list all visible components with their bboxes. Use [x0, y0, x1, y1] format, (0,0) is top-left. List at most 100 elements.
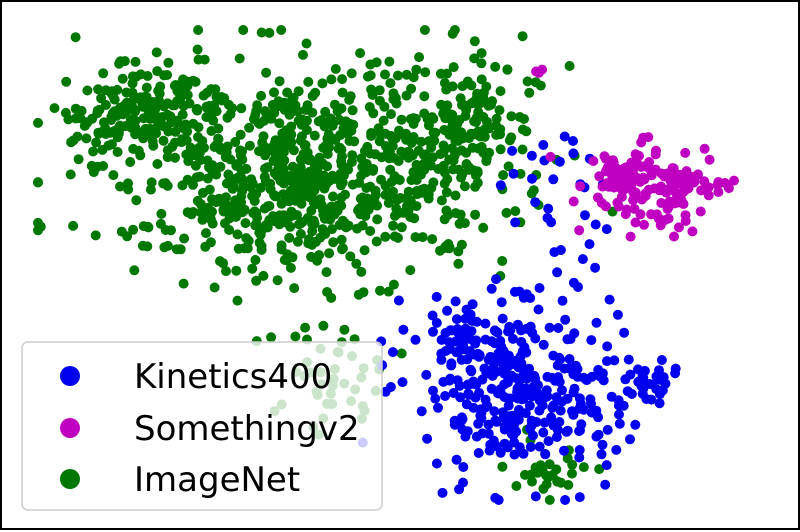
- point-kinetics400: [387, 347, 398, 358]
- point-imagenet: [532, 467, 543, 478]
- point-somethingv2: [680, 210, 691, 221]
- point-imagenet: [172, 117, 183, 128]
- point-kinetics400: [559, 131, 570, 142]
- point-imagenet: [238, 25, 249, 35]
- point-imagenet: [167, 100, 178, 111]
- point-imagenet: [288, 145, 299, 156]
- point-kinetics400: [557, 385, 567, 396]
- point-kinetics400: [511, 426, 522, 437]
- point-imagenet: [371, 236, 382, 247]
- point-imagenet: [203, 202, 214, 213]
- point-kinetics400: [523, 367, 534, 377]
- point-somethingv2: [625, 231, 636, 242]
- point-kinetics400: [465, 309, 476, 320]
- point-kinetics400: [596, 449, 607, 460]
- point-imagenet: [391, 98, 402, 109]
- point-imagenet: [388, 220, 399, 231]
- point-imagenet: [327, 224, 337, 235]
- point-imagenet: [356, 266, 367, 277]
- scatter-points: [33, 25, 739, 505]
- point-kinetics400: [520, 408, 531, 419]
- point-kinetics400: [656, 355, 667, 365]
- point-imagenet: [33, 177, 43, 188]
- point-kinetics400: [490, 492, 501, 503]
- point-imagenet: [125, 157, 136, 167]
- point-imagenet: [387, 141, 398, 152]
- point-imagenet: [453, 258, 464, 269]
- point-kinetics400: [457, 414, 468, 424]
- point-imagenet: [388, 279, 399, 290]
- point-imagenet: [372, 214, 383, 225]
- point-somethingv2: [688, 171, 698, 182]
- point-somethingv2: [575, 181, 586, 192]
- point-kinetics400: [530, 197, 541, 208]
- point-imagenet: [210, 168, 221, 179]
- point-somethingv2: [646, 209, 657, 220]
- point-kinetics400: [457, 424, 468, 435]
- point-imagenet: [321, 267, 332, 278]
- point-imagenet: [284, 232, 295, 243]
- point-imagenet: [182, 174, 193, 185]
- point-imagenet: [76, 105, 87, 116]
- point-imagenet: [115, 122, 126, 133]
- point-kinetics400: [531, 417, 542, 427]
- point-imagenet: [201, 102, 212, 113]
- point-kinetics400: [546, 412, 557, 423]
- point-imagenet: [396, 348, 407, 359]
- point-imagenet: [108, 170, 119, 181]
- point-kinetics400: [625, 434, 635, 445]
- point-imagenet: [167, 141, 178, 152]
- point-kinetics400: [601, 460, 612, 471]
- point-imagenet: [309, 177, 320, 187]
- point-imagenet: [361, 159, 372, 169]
- point-kinetics400: [574, 452, 585, 463]
- point-imagenet: [497, 256, 508, 266]
- point-kinetics400: [625, 369, 636, 380]
- point-kinetics400: [538, 427, 549, 438]
- point-imagenet: [320, 213, 331, 224]
- point-imagenet: [384, 190, 395, 201]
- point-imagenet: [247, 263, 258, 274]
- point-imagenet: [258, 270, 269, 281]
- point-kinetics400: [660, 378, 671, 389]
- point-kinetics400: [512, 319, 523, 330]
- point-imagenet: [419, 108, 430, 119]
- point-somethingv2: [662, 204, 673, 214]
- point-imagenet: [495, 86, 506, 97]
- point-kinetics400: [612, 309, 623, 320]
- point-imagenet: [198, 90, 209, 101]
- point-somethingv2: [666, 166, 677, 177]
- point-kinetics400: [454, 484, 465, 495]
- point-kinetics400: [654, 365, 664, 376]
- point-imagenet: [332, 106, 343, 117]
- point-imagenet: [128, 224, 139, 235]
- point-imagenet: [420, 67, 431, 78]
- point-kinetics400: [490, 326, 501, 337]
- point-imagenet: [436, 195, 447, 206]
- point-imagenet: [365, 226, 376, 236]
- point-imagenet: [419, 183, 430, 194]
- point-imagenet: [137, 240, 148, 251]
- point-imagenet: [441, 205, 452, 216]
- point-imagenet: [241, 163, 252, 174]
- point-somethingv2: [639, 219, 649, 230]
- point-imagenet: [336, 192, 347, 203]
- point-imagenet: [278, 168, 289, 179]
- point-imagenet: [594, 464, 605, 475]
- point-imagenet: [380, 69, 390, 80]
- point-somethingv2: [608, 177, 619, 188]
- point-kinetics400: [508, 168, 519, 179]
- point-imagenet: [238, 181, 249, 192]
- point-kinetics400: [568, 148, 579, 159]
- point-imagenet: [222, 141, 233, 152]
- point-imagenet: [374, 85, 385, 96]
- point-imagenet: [244, 122, 255, 133]
- point-imagenet: [344, 94, 355, 105]
- point-kinetics400: [503, 400, 514, 411]
- point-imagenet: [93, 84, 104, 95]
- point-imagenet: [115, 181, 125, 192]
- point-imagenet: [369, 195, 380, 206]
- point-imagenet: [401, 193, 412, 204]
- point-imagenet: [130, 129, 141, 140]
- point-kinetics400: [559, 445, 569, 456]
